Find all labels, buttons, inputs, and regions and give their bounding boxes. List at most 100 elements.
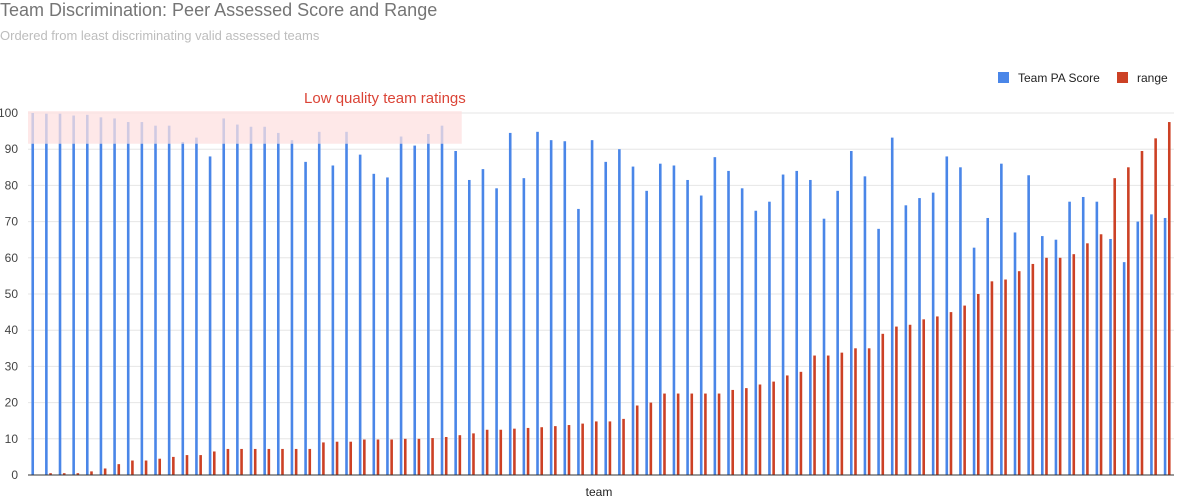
bar-range [990,281,994,475]
bar-range [335,441,339,475]
bar-team-pa-score [754,210,758,476]
bar-range [1072,254,1076,475]
bar-range [594,421,598,475]
bar-range [1167,122,1171,476]
bar-range [567,425,571,475]
bar-range [417,438,421,475]
bar-team-pa-score [290,140,294,475]
bar-range [785,375,789,475]
bar-team-pa-score [904,205,908,475]
bar-team-pa-score [113,118,116,476]
bar-team-pa-score [522,178,526,475]
y-tick-label: 90 [5,142,19,156]
chart-title: Team Discrimination: Peer Assessed Score… [0,0,437,20]
bar-team-pa-score [1068,201,1071,475]
bar-range [554,426,557,475]
bar-team-pa-score [658,163,662,475]
bar-team-pa-score [372,173,376,475]
bar-range [226,448,230,475]
bar-team-pa-score [645,190,648,475]
bar-range [1031,263,1035,475]
bar-team-pa-score [972,247,976,475]
bar-team-pa-score [317,131,321,475]
bar-range [76,473,80,475]
bar-range [431,438,434,475]
bar-range [949,312,953,475]
bar-team-pa-score [1150,214,1153,476]
bar-range [294,448,298,475]
bar-team-pa-score [45,113,48,475]
bar-range [608,421,612,475]
bar-team-pa-score [331,165,335,476]
annotation-low-quality: Low quality team ratings [304,90,466,107]
bar-range [308,448,312,475]
legend: Team PA Score range [998,71,1168,85]
y-tick-label: 100 [0,106,18,120]
bar-range [717,393,721,475]
bar-team-pa-score [604,161,608,475]
bar-range [676,393,680,475]
legend-label-range: range [1137,71,1168,85]
bar-range [540,427,544,475]
bar-range [799,371,803,475]
bar-range [444,436,448,475]
bar-range [690,393,694,475]
bar-team-pa-score [536,131,539,475]
bar-team-pa-score [276,132,280,475]
bar-range [881,333,885,475]
bar-team-pa-score [454,151,457,475]
bar-range [813,355,816,475]
bar-range [826,355,830,475]
y-tick-label: 80 [5,178,19,192]
bar-team-pa-score [618,149,621,475]
bar-team-pa-score [208,156,212,475]
bar-team-pa-score [467,179,471,475]
bar-range [1140,151,1144,475]
bar-team-pa-score [167,125,171,476]
bar-team-pa-score [959,167,962,476]
bar-team-pa-score [740,188,744,476]
bar-range [867,348,871,475]
bar-team-pa-score [413,145,417,475]
y-tick-label: 60 [5,251,19,265]
bar-range [854,348,857,475]
bar-range [103,468,107,475]
bar-range [240,448,243,475]
bar-team-pa-score [590,140,594,475]
bar-team-pa-score [440,125,444,476]
y-tick-label: 50 [5,287,19,301]
bar-team-pa-score [263,126,266,475]
bar-team-pa-score [1122,262,1126,475]
bar-team-pa-score [1136,221,1140,475]
y-tick-label: 20 [5,396,19,410]
bar-range [212,451,216,475]
bar-team-pa-score [549,140,553,475]
bar-range [581,423,584,475]
bar-team-pa-score [508,132,512,475]
bar-range [363,439,366,475]
bar-team-pa-score [31,113,35,475]
bar-range [1086,243,1089,475]
y-axis-ticks: 0 10 20 30 40 50 60 70 80 90 100 [0,106,18,482]
bar-team-pa-score [85,114,89,475]
bar-team-pa-score [1000,163,1003,475]
bar-range [936,316,939,475]
bar-range [199,455,202,475]
bar-range [62,473,66,475]
bar-range [485,429,489,475]
bar-team-pa-score [577,208,580,475]
bar-range [663,393,666,475]
bar-range [745,388,748,475]
bar-range [840,352,844,475]
bar-team-pa-score [304,161,307,475]
bar-team-pa-score [249,126,253,475]
bar-range [281,448,284,475]
bar-team-pa-score [195,137,198,475]
bar-team-pa-score [781,174,785,476]
bar-range [267,448,271,475]
bar-team-pa-score [836,190,839,475]
bar-team-pa-score [563,141,567,476]
bar-team-pa-score [768,201,771,475]
bar-team-pa-score [809,179,812,475]
legend-swatch-team-pa-score [998,72,1009,83]
